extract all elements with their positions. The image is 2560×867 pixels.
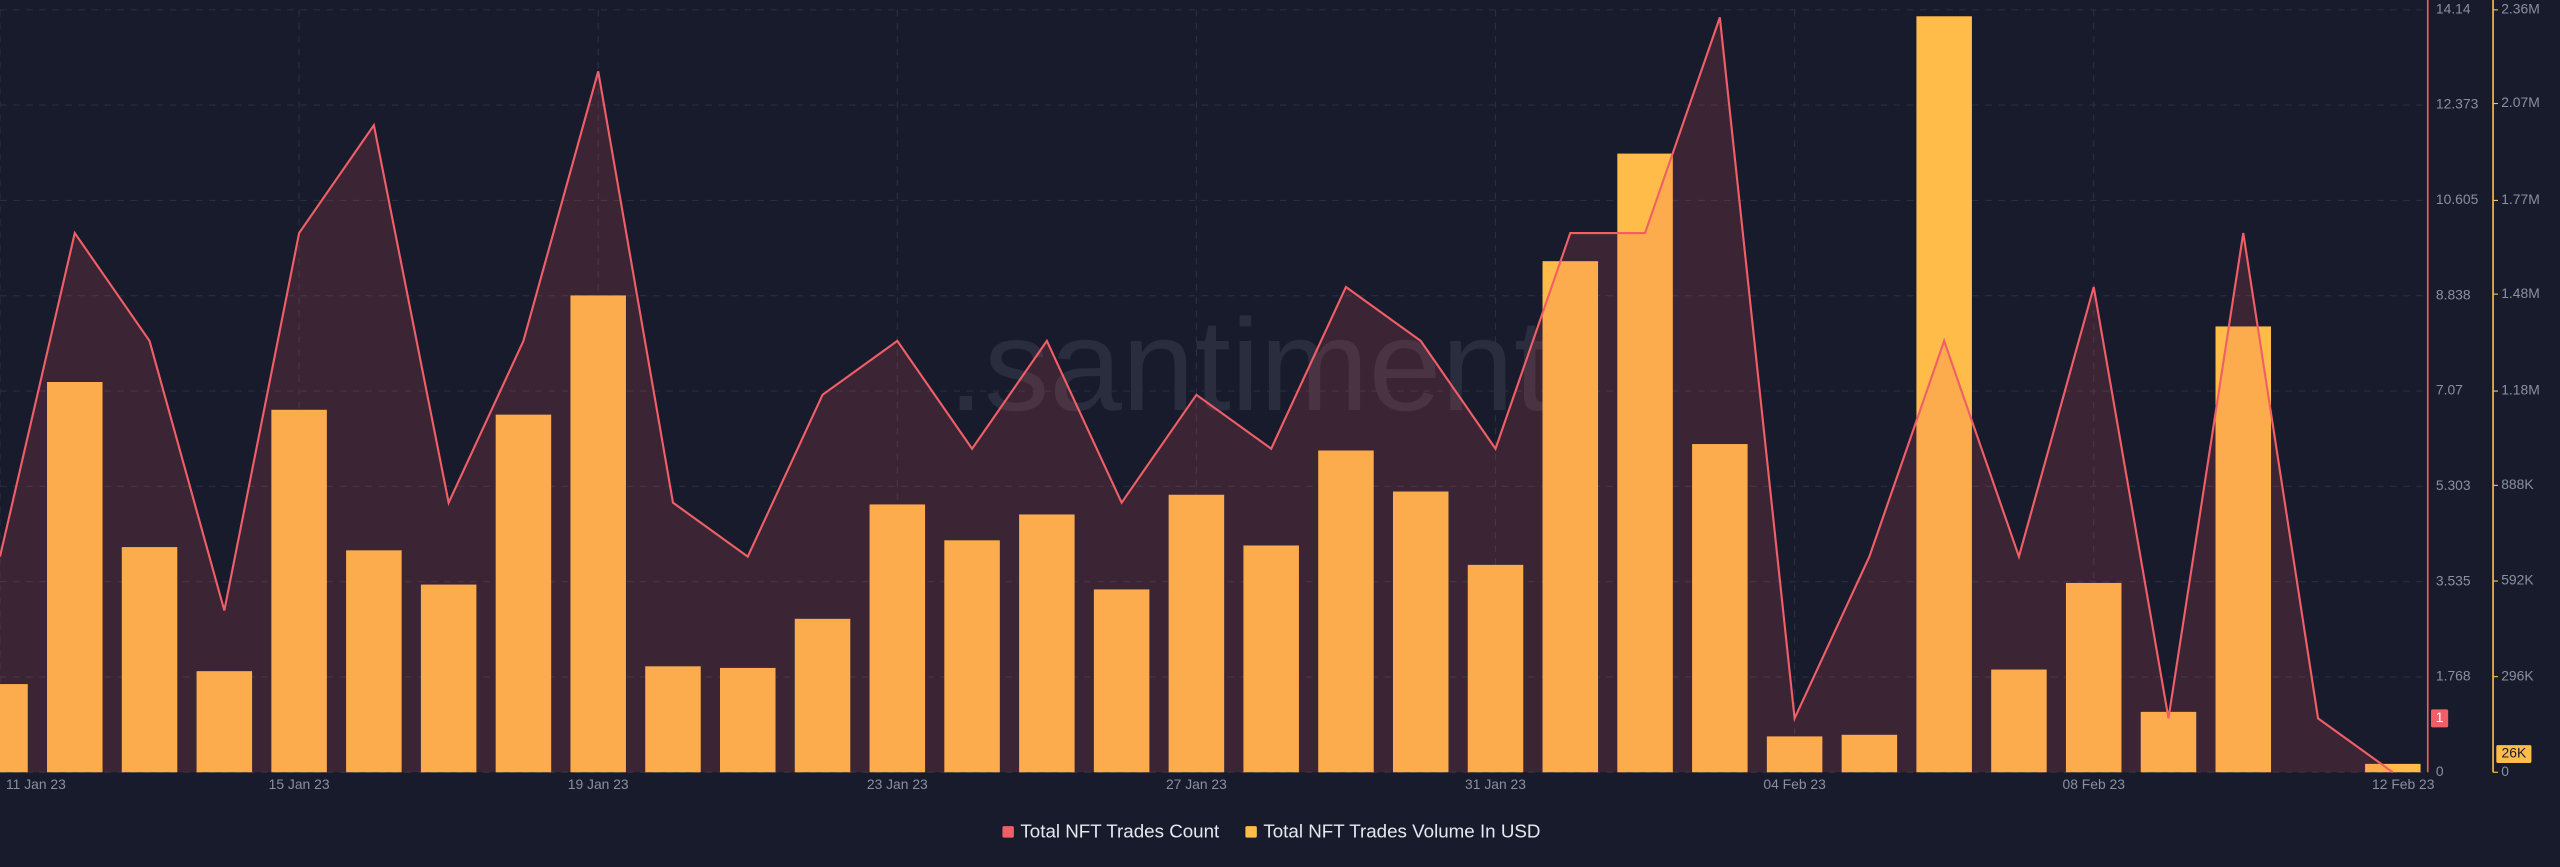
x-tick-label: 15 Jan 23 xyxy=(269,776,330,792)
x-tick-label: 11 Jan 23 xyxy=(6,776,66,792)
legend-swatch xyxy=(1245,826,1257,838)
legend-swatch xyxy=(1002,826,1014,838)
bar xyxy=(1692,444,1748,773)
x-tick-label: 31 Jan 23 xyxy=(1465,776,1526,792)
y-tick-label: 1.768 xyxy=(2436,668,2471,684)
y2-tick-label: 1.18M xyxy=(2501,382,2540,398)
bar xyxy=(1617,153,1673,773)
y2-tick-label: 1.77M xyxy=(2501,191,2540,207)
badge-label: 1 xyxy=(2436,709,2444,725)
y-tick-label: 10.605 xyxy=(2436,191,2479,207)
legend-label: Total NFT Trades Volume In USD xyxy=(1263,821,1540,842)
y2-tick-label: 888K xyxy=(2501,476,2534,492)
x-tick-label: 12 Feb 23 xyxy=(2372,776,2435,792)
line xyxy=(0,17,2394,774)
bar xyxy=(1991,669,2047,773)
bar xyxy=(196,671,253,773)
badge xyxy=(2496,745,2532,764)
y-tick-label: 5.303 xyxy=(2436,477,2471,493)
x-tick-label: 27 Jan 23 xyxy=(1166,776,1227,792)
x-tick-label: 08 Feb 23 xyxy=(2063,776,2126,792)
bar xyxy=(1766,736,1823,773)
y-tick-label: 14.14 xyxy=(2436,0,2471,16)
y2-tick-label: 0 xyxy=(2501,763,2509,779)
bar xyxy=(944,540,1000,773)
bar xyxy=(1841,734,1898,773)
bar xyxy=(2065,582,2122,773)
bar xyxy=(0,684,28,773)
y-tick-label: 7.07 xyxy=(2436,382,2463,398)
y-tick-label: 0 xyxy=(2436,763,2444,779)
bar xyxy=(1243,545,1299,773)
bar xyxy=(570,295,626,773)
area xyxy=(0,17,2393,773)
x-tick-label: 04 Feb 23 xyxy=(1763,776,1826,792)
x-tick-label: 19 Jan 23 xyxy=(568,776,629,792)
bar xyxy=(794,618,851,773)
y2-tick-label: 1.48M xyxy=(2501,285,2540,301)
y2-tick-label: 2.07M xyxy=(2501,94,2540,110)
y2-tick-label: 592K xyxy=(2501,572,2534,588)
bar xyxy=(1392,491,1449,773)
bar xyxy=(1019,514,1075,773)
watermark: .santiment xyxy=(948,292,1551,438)
x-tick-label: 23 Jan 23 xyxy=(867,776,928,792)
legend-label: Total NFT Trades Count xyxy=(1020,821,1220,842)
bar xyxy=(346,550,402,773)
y-tick-label: 8.838 xyxy=(2436,286,2471,302)
bar xyxy=(645,666,701,773)
bar xyxy=(271,409,327,773)
bar xyxy=(121,547,178,773)
bar xyxy=(1168,494,1225,773)
bar xyxy=(495,414,552,773)
y2-tick-label: 2.36M xyxy=(2501,0,2540,16)
bar xyxy=(1542,261,1599,773)
bar xyxy=(47,382,103,773)
y2-tick-label: 296K xyxy=(2501,667,2534,683)
bar xyxy=(2365,763,2421,773)
bar xyxy=(2140,711,2197,773)
bar xyxy=(869,504,926,773)
bar xyxy=(1093,589,1150,773)
bar xyxy=(2215,326,2272,773)
bar xyxy=(1318,450,1374,773)
y-tick-label: 3.535 xyxy=(2436,572,2471,588)
bar xyxy=(720,667,776,773)
bar xyxy=(420,584,477,773)
y-tick-label: 12.373 xyxy=(2436,96,2479,112)
badge-label: 26K xyxy=(2502,745,2527,761)
badge xyxy=(2431,709,2449,728)
bar xyxy=(1467,564,1524,773)
